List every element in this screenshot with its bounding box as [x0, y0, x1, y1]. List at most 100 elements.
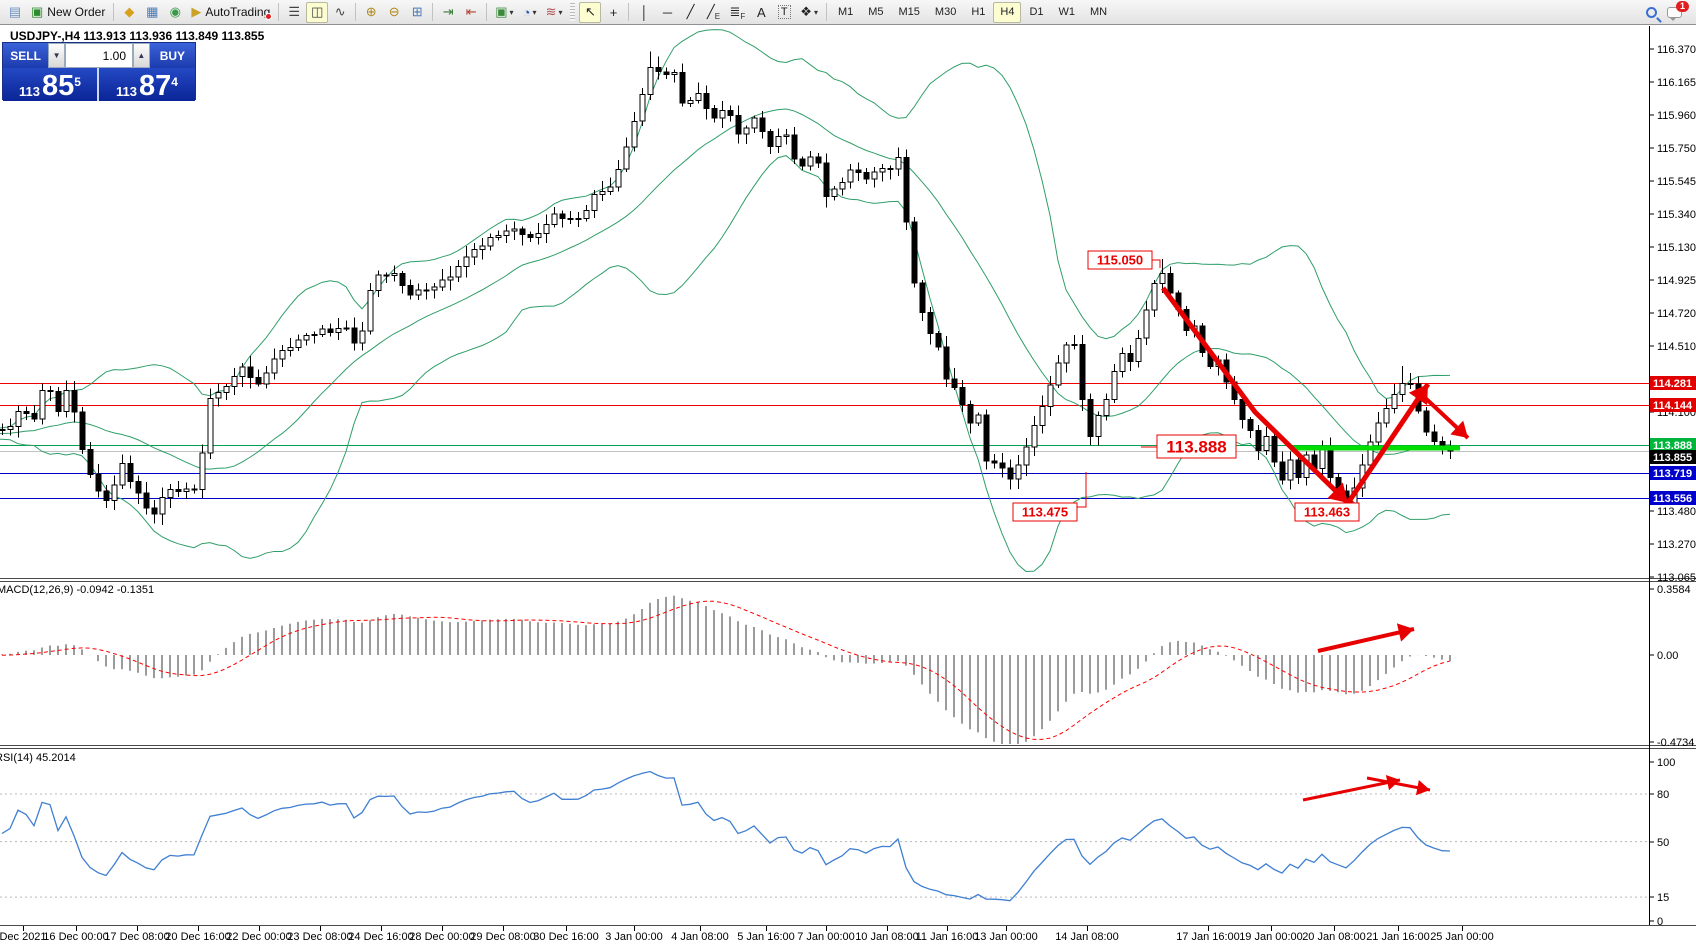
rsi-arrow-1 [1302, 778, 1401, 802]
text-icon[interactable]: A [750, 2, 772, 23]
candle-up [831, 188, 838, 198]
autotrading-button[interactable]: ▶ AutoTrading [187, 2, 274, 23]
candle-up [1159, 273, 1166, 284]
timeframe-button-m30[interactable]: M30 [934, 6, 957, 18]
autotrading-status-dot [265, 12, 273, 20]
chart-shift-icon[interactable]: ⇤ [460, 2, 482, 23]
text-label-icon[interactable]: T [773, 2, 795, 23]
candle-down [383, 274, 390, 277]
candle-down [1087, 399, 1094, 437]
zoom-in-icon[interactable]: ⊕ [360, 2, 382, 23]
candle-up [975, 414, 982, 424]
axis-label: 100 [1657, 757, 1675, 769]
window-icon[interactable]: ▤ [4, 2, 26, 23]
candle-down [143, 492, 150, 509]
auto-scroll-icon[interactable]: ⇥ [437, 2, 459, 23]
templates-icon-dropdown[interactable]: ▾ [509, 7, 514, 17]
candle-up [1071, 343, 1078, 346]
candle-up [239, 366, 246, 377]
sell-button[interactable]: SELL [3, 43, 49, 68]
candle-up [199, 452, 206, 490]
candle-down [255, 377, 262, 385]
indicators-icon[interactable]: ≋ ▾ [542, 2, 567, 23]
toolbar-separator [486, 3, 488, 21]
price-badge-114.281 [1650, 376, 1696, 390]
arrows-icon[interactable]: ❖ ▾ [796, 2, 822, 23]
search-icon[interactable] [1640, 2, 1662, 23]
axis-label: 116.370 [1657, 44, 1696, 56]
candle-down [95, 474, 102, 492]
trendline-icon[interactable]: ╱ [679, 2, 701, 23]
timeframe-button-m5[interactable]: M5 [868, 6, 884, 18]
axis-label: 10 Jan 08:00 [855, 931, 919, 943]
arrows-icon-dropdown[interactable]: ▾ [813, 7, 818, 17]
candle-down [919, 282, 926, 313]
buy-button[interactable]: BUY [149, 43, 195, 68]
templates-icon[interactable]: ▣ ▾ [491, 2, 517, 23]
notifications-icon[interactable]: 1 [1663, 0, 1689, 23]
candle-up [0, 428, 6, 431]
periods-icon: ◔ [522, 4, 531, 20]
tile-windows-icon[interactable]: ⊞ [406, 2, 428, 23]
crosshair-icon[interactable]: + [602, 2, 624, 23]
fibonacci-icon[interactable]: ≣ F [725, 2, 749, 23]
tile-windows-icon: ⊞ [411, 4, 423, 19]
axis-label: 113.065 [1657, 572, 1696, 584]
buy-price[interactable]: 113 87 4 [99, 68, 195, 101]
axis-label: 3 Jan 00:00 [605, 931, 663, 943]
vertical-line-icon[interactable]: │ [633, 2, 655, 23]
rsi-indicator-label: RSI(14) 45.2014 [0, 752, 76, 764]
candle-down [1271, 436, 1278, 463]
candle-up [431, 286, 438, 291]
candle-up [743, 127, 750, 135]
indicators-icon-dropdown[interactable]: ▾ [558, 7, 563, 17]
equidistant-channel-icon[interactable]: ╱ E [702, 2, 724, 23]
timeframe-button-h1[interactable]: H1 [971, 6, 986, 18]
candle-up [7, 425, 14, 430]
timeframe-button-mn[interactable]: MN [1090, 6, 1108, 18]
navigator-icon[interactable]: ◉ [164, 2, 186, 23]
volume-down-button[interactable]: ▼ [48, 43, 65, 68]
candle-up [15, 411, 22, 427]
timeframe-button-d1[interactable]: D1 [1029, 6, 1044, 18]
new-order-icon: ▣ [31, 4, 44, 19]
candle-down [711, 108, 718, 119]
axis-label: 17 Dec 08:00 [104, 931, 169, 943]
line-chart-icon[interactable]: ∿ [329, 2, 351, 23]
periods-icon-dropdown[interactable]: ▾ [532, 7, 537, 17]
candlestick-chart-icon[interactable]: ◫ [306, 1, 329, 23]
timeframe-button-m1[interactable]: M1 [837, 6, 854, 18]
zoom-out-icon[interactable]: ⊖ [383, 2, 405, 23]
toolbar-separator [825, 3, 827, 21]
volume-input[interactable] [65, 43, 133, 68]
fibonacci-icon: ≣ [729, 4, 741, 19]
cursor-icon[interactable]: ↖ [579, 1, 602, 23]
periods-icon[interactable]: ◔ ▾ [519, 2, 541, 23]
timeframe-button-h4[interactable]: H4 [993, 1, 1022, 23]
candle-up [375, 274, 382, 291]
timeframe-button-w1[interactable]: W1 [1058, 6, 1076, 18]
candle-down [55, 391, 62, 413]
data-window-icon[interactable]: ▦ [141, 2, 163, 23]
volume-up-button[interactable]: ▲ [133, 43, 150, 68]
horizontal-line-icon[interactable]: ─ [656, 2, 678, 23]
new-order-button[interactable]: ▣ New Order [27, 2, 109, 23]
candle-down [71, 390, 78, 413]
bar-chart-icon[interactable]: ☰ [283, 2, 305, 23]
axis-label: 114.144 [1653, 400, 1693, 412]
text-icon: A [756, 4, 766, 20]
candle-down [423, 289, 430, 292]
candle-down [247, 366, 254, 378]
candle-down [127, 463, 134, 482]
market-watch-icon[interactable]: ◆ [118, 2, 140, 23]
toolbar-drag-handle[interactable] [570, 3, 576, 21]
zoom-out-icon: ⊖ [388, 4, 400, 19]
candle-up [1319, 447, 1326, 469]
candle-up [63, 390, 70, 413]
candle-down [1255, 430, 1262, 452]
sell-price[interactable]: 113 85 5 [3, 68, 99, 101]
timeframe-button-m15[interactable]: M15 [898, 6, 920, 18]
candle-up [1383, 408, 1390, 424]
axis-label: 114.925 [1657, 275, 1696, 287]
